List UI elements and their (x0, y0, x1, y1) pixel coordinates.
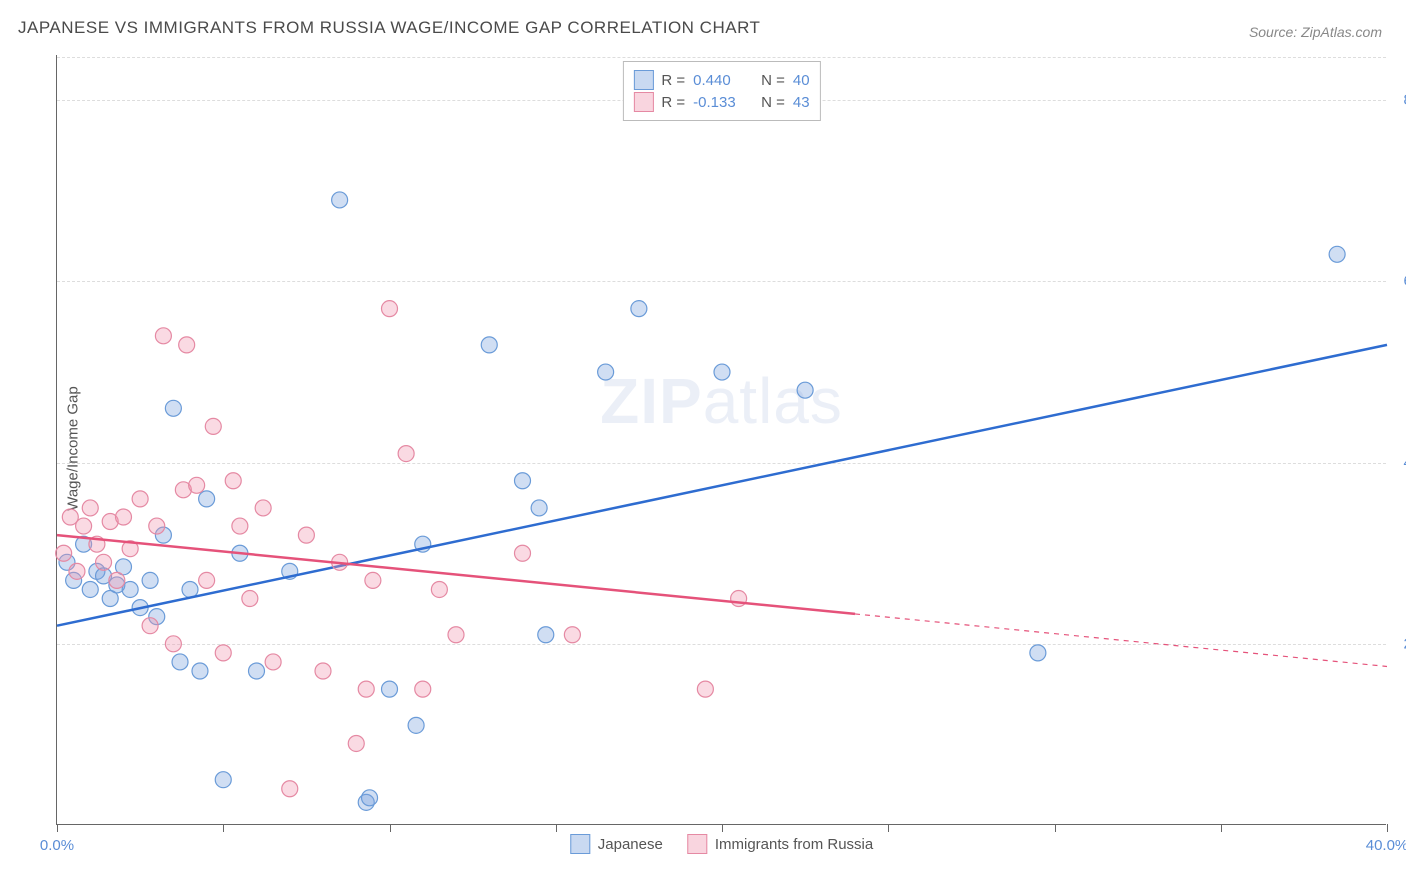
scatter-point (598, 364, 614, 380)
scatter-point (564, 627, 580, 643)
trend-line (57, 345, 1387, 626)
legend-swatch (633, 70, 653, 90)
legend-r-label: R = (661, 72, 685, 89)
chart-title: JAPANESE VS IMMIGRANTS FROM RUSSIA WAGE/… (18, 18, 760, 38)
scatter-point (362, 790, 378, 806)
legend-r-value: -0.133 (693, 94, 753, 111)
scatter-point (242, 591, 258, 607)
scatter-point (265, 654, 281, 670)
scatter-point (172, 654, 188, 670)
xtick (223, 824, 224, 832)
scatter-point (76, 518, 92, 534)
scatter-point (255, 500, 271, 516)
xtick (556, 824, 557, 832)
scatter-point (481, 337, 497, 353)
scatter-point (415, 681, 431, 697)
scatter-point (182, 581, 198, 597)
scatter-point (142, 618, 158, 634)
scatter-point (199, 491, 215, 507)
scatter-point (315, 663, 331, 679)
scatter-point (515, 545, 531, 561)
scatter-point (358, 681, 374, 697)
scatter-point (215, 645, 231, 661)
scatter-point (215, 772, 231, 788)
scatter-point (697, 681, 713, 697)
legend-correlation-box: R = 0.440 N = 40 R = -0.133 N = 43 (622, 61, 820, 121)
xtick-label: 0.0% (40, 837, 74, 854)
scatter-point (56, 545, 72, 561)
scatter-point (531, 500, 547, 516)
scatter-point (382, 681, 398, 697)
scatter-point (797, 382, 813, 398)
xtick (888, 824, 889, 832)
scatter-point (96, 554, 112, 570)
scatter-point (179, 337, 195, 353)
scatter-point (631, 301, 647, 317)
scatter-point (298, 527, 314, 543)
scatter-point (225, 473, 241, 489)
scatter-point (189, 477, 205, 493)
scatter-point (448, 627, 464, 643)
xtick (57, 824, 58, 832)
xtick (1055, 824, 1056, 832)
legend-series-label: Immigrants from Russia (715, 836, 873, 853)
scatter-point (714, 364, 730, 380)
scatter-point (132, 491, 148, 507)
scatter-point (82, 581, 98, 597)
scatter-point (199, 572, 215, 588)
scatter-point (382, 301, 398, 317)
legend-n-label: N = (761, 94, 785, 111)
legend-series-item: Japanese (570, 834, 663, 854)
legend-n-value: 40 (793, 72, 810, 89)
scatter-point (232, 518, 248, 534)
trend-line-extrapolated (855, 614, 1387, 667)
chart-plot-area: Wage/Income Gap ZIPatlas 20.0%40.0%60.0%… (56, 55, 1386, 825)
legend-swatch (570, 834, 590, 854)
scatter-point (249, 663, 265, 679)
source-attribution: Source: ZipAtlas.com (1249, 24, 1382, 40)
scatter-point (398, 446, 414, 462)
scatter-point (155, 328, 171, 344)
legend-series-item: Immigrants from Russia (687, 834, 873, 854)
legend-swatch (687, 834, 707, 854)
scatter-point (205, 418, 221, 434)
scatter-svg (57, 55, 1386, 824)
trend-line (57, 535, 855, 614)
xtick (390, 824, 391, 832)
scatter-point (142, 572, 158, 588)
scatter-point (165, 400, 181, 416)
legend-series-label: Japanese (598, 836, 663, 853)
scatter-point (1030, 645, 1046, 661)
legend-r-value: 0.440 (693, 72, 753, 89)
xtick (722, 824, 723, 832)
scatter-point (82, 500, 98, 516)
legend-correlation-row: R = -0.133 N = 43 (633, 92, 809, 112)
scatter-point (192, 663, 208, 679)
scatter-point (165, 636, 181, 652)
xtick (1221, 824, 1222, 832)
scatter-point (332, 192, 348, 208)
legend-r-label: R = (661, 94, 685, 111)
legend-n-value: 43 (793, 94, 810, 111)
scatter-point (408, 717, 424, 733)
legend-correlation-row: R = 0.440 N = 40 (633, 70, 809, 90)
xtick-label: 40.0% (1366, 837, 1406, 854)
scatter-point (116, 509, 132, 525)
scatter-point (282, 781, 298, 797)
scatter-point (348, 735, 364, 751)
scatter-point (149, 518, 165, 534)
legend-series: Japanese Immigrants from Russia (570, 834, 873, 854)
scatter-point (109, 572, 125, 588)
scatter-point (431, 581, 447, 597)
legend-n-label: N = (761, 72, 785, 89)
scatter-point (1329, 246, 1345, 262)
scatter-point (538, 627, 554, 643)
scatter-point (69, 563, 85, 579)
xtick (1387, 824, 1388, 832)
legend-swatch (633, 92, 653, 112)
scatter-point (515, 473, 531, 489)
scatter-point (365, 572, 381, 588)
